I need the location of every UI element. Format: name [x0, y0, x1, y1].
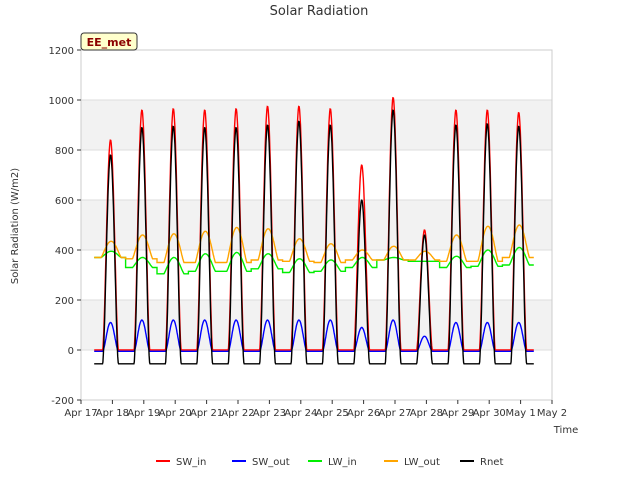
- grid-band: [81, 350, 552, 400]
- legend-label: LW_in: [328, 457, 357, 468]
- y-tick-label: -200: [51, 396, 74, 407]
- grid-band: [81, 150, 552, 200]
- x-tick-label: Apr 26: [347, 408, 380, 419]
- series-lines: [94, 96, 534, 365]
- grid-band: [81, 50, 552, 100]
- x-tick-label: Apr 24: [284, 408, 317, 419]
- y-tick-label: 0: [68, 346, 74, 357]
- legend-label: SW_in: [176, 457, 206, 468]
- x-tick-label: Apr 27: [378, 408, 411, 419]
- grid-band: [81, 250, 552, 300]
- grid-band: [81, 100, 552, 150]
- x-tick-label: Apr 19: [127, 408, 160, 419]
- y-tick-label: 400: [55, 246, 74, 257]
- y-tick-label: 800: [55, 146, 74, 157]
- x-tick-label: Apr 25: [316, 408, 349, 419]
- x-tick-label: Apr 17: [64, 408, 97, 419]
- annotation-badge: EE_met: [80, 32, 138, 51]
- x-tick-label: Apr 23: [253, 408, 286, 419]
- x-tick-label: Apr 18: [96, 408, 129, 419]
- x-tick-label: May 2: [537, 408, 567, 419]
- plot-border: [80, 49, 553, 401]
- y-tick-label: 1200: [49, 46, 74, 57]
- grid-band: [81, 200, 552, 250]
- x-tick-label: Apr 22: [221, 408, 254, 419]
- x-axis-label: Time: [553, 425, 578, 436]
- x-tick-label: Apr 20: [159, 408, 192, 419]
- y-tick-label: 600: [55, 196, 74, 207]
- legend-label: LW_out: [404, 457, 440, 468]
- annotation-text: EE_met: [87, 36, 132, 49]
- series-line-sw-out: [94, 319, 534, 352]
- y-axis-label: Solar Radiation (W/m2): [10, 168, 21, 284]
- y-tick-label: 200: [55, 296, 74, 307]
- y-tick-label: 1000: [49, 96, 74, 107]
- legend-label: SW_out: [252, 457, 290, 468]
- chart-title: Solar Radiation: [270, 4, 369, 19]
- x-tick-label: Apr 29: [441, 408, 474, 419]
- x-tick-label: Apr 21: [190, 408, 223, 419]
- legend: SW_in SW_out LW_in LW_out Rnet: [156, 457, 503, 468]
- grid-band: [81, 300, 552, 350]
- series-line-rnet: [94, 109, 534, 365]
- legend-label: Rnet: [480, 457, 503, 468]
- x-tick-label: Apr 30: [473, 408, 506, 419]
- x-tick-label: May 1: [505, 408, 535, 419]
- x-tick-label: Apr 28: [410, 408, 443, 419]
